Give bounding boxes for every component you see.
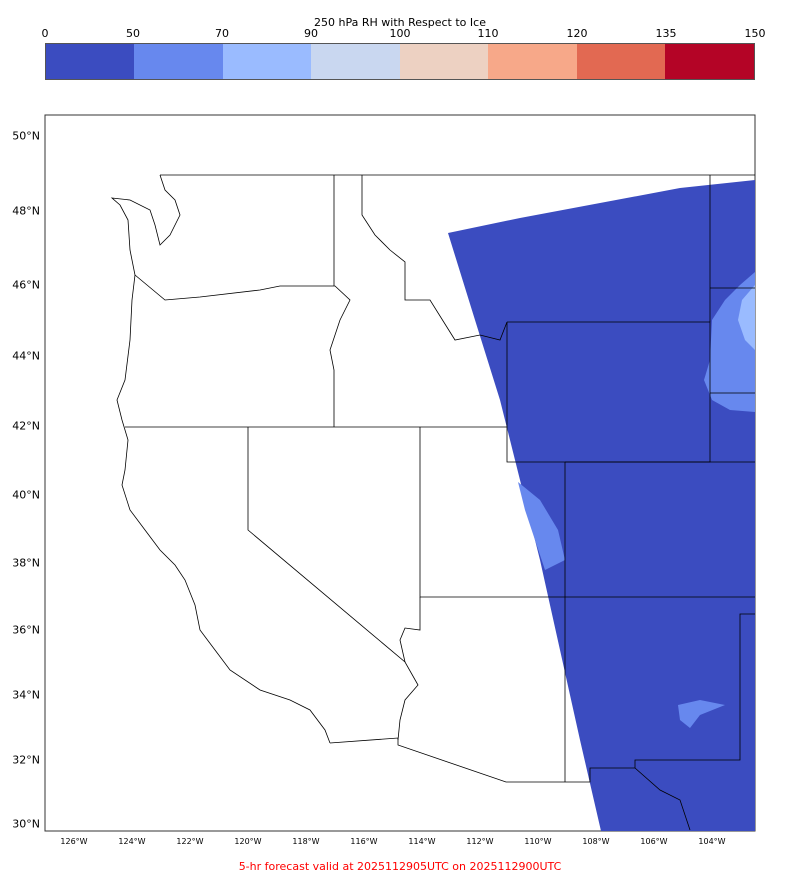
boundaries xyxy=(110,174,755,831)
latitude-label: 42°N xyxy=(12,419,40,433)
longitude-label: 112°W xyxy=(466,837,494,846)
colorbar-tick-label: 50 xyxy=(126,27,140,40)
rh-region-mid xyxy=(518,482,565,570)
colorbar-tick-label: 110 xyxy=(477,27,499,40)
latitude-label: 36°N xyxy=(12,623,40,637)
colorbar-segment xyxy=(400,44,488,79)
latitude-label: 40°N xyxy=(12,488,40,502)
colorbar-tick-label: 100 xyxy=(389,27,411,40)
rh-region-high xyxy=(738,285,755,350)
colorbar-segment xyxy=(311,44,400,79)
colorbar-segment xyxy=(46,44,134,79)
longitude-label: 110°W xyxy=(524,837,552,846)
longitude-label: 126°W xyxy=(60,837,88,846)
latitude-label: 34°N xyxy=(12,688,40,702)
colorbar-segment xyxy=(487,44,577,79)
latitude-label: 50°N xyxy=(12,129,40,143)
colorbar-segment xyxy=(576,44,666,79)
colorbar-segment xyxy=(222,44,312,79)
latitude-label: 38°N xyxy=(12,556,40,570)
colorbar-segment xyxy=(665,44,754,79)
longitude-label: 118°W xyxy=(292,837,320,846)
colorbar-tick-label: 90 xyxy=(304,27,318,40)
longitude-label: 122°W xyxy=(176,837,204,846)
colorbar-tick-label: 135 xyxy=(655,27,677,40)
colorbar-tick-label: 120 xyxy=(566,27,588,40)
coastline xyxy=(110,174,331,744)
border-tx xyxy=(634,767,691,831)
colorbar-tick-label: 150 xyxy=(744,27,766,40)
longitude-label: 114°W xyxy=(408,837,436,846)
rh-field xyxy=(448,180,755,831)
border-ca-nv xyxy=(247,427,419,741)
border-or-wa xyxy=(134,274,351,427)
rh-region-mid xyxy=(678,700,725,728)
colorbar-tick-label: 70 xyxy=(215,27,229,40)
colorbar-tick-label: 0 xyxy=(41,27,49,40)
longitude-label: 120°W xyxy=(234,837,262,846)
colorbar xyxy=(45,43,755,80)
colorbar-title: 250 hPa RH with Respect to Ice xyxy=(314,16,486,29)
latitude-label: 46°N xyxy=(12,278,40,292)
border-mexico xyxy=(329,613,755,783)
rh-region-low xyxy=(448,180,755,831)
latitude-label: 30°N xyxy=(12,817,40,831)
longitude-label: 108°W xyxy=(582,837,610,846)
latitude-label: 48°N xyxy=(12,204,40,218)
colorbar-segment xyxy=(133,44,223,79)
longitude-label: 106°W xyxy=(640,837,668,846)
longitude-label: 116°W xyxy=(350,837,378,846)
border-nv-az xyxy=(399,597,421,663)
latitude-label: 44°N xyxy=(12,349,40,363)
forecast-caption: 5-hr forecast valid at 2025112905UTC on … xyxy=(238,860,562,873)
latitude-label: 32°N xyxy=(12,753,40,767)
longitude-label: 124°W xyxy=(118,837,146,846)
longitude-label: 104°W xyxy=(698,837,726,846)
border-id-mt xyxy=(361,175,508,341)
